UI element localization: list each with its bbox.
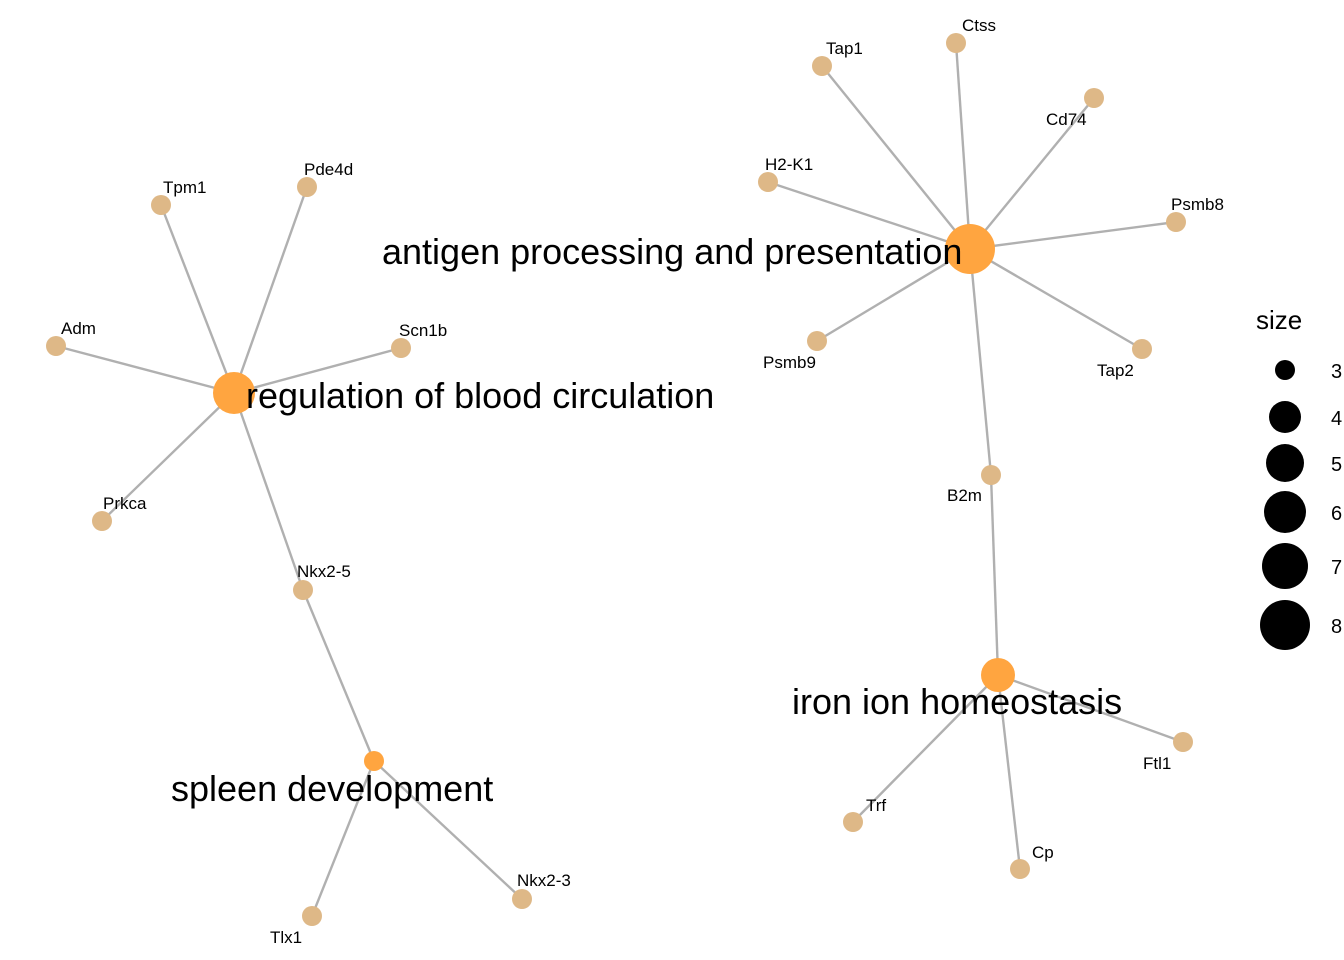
node-cp [1010, 859, 1030, 879]
label-ftl1: Ftl1 [1143, 754, 1171, 773]
label-blood: regulation of blood circulation [246, 375, 714, 416]
edge-blood-scn1b [233, 346, 402, 395]
edge-antigen-h2k1 [767, 180, 971, 251]
edge-antigen-ctss [954, 42, 972, 250]
size-legend: size 3 4 5 6 7 8 [1256, 305, 1342, 650]
label-iron: iron ion homeostasis [792, 681, 1122, 722]
legend-label-3: 3 [1331, 361, 1342, 383]
edge-antigen-tap1 [821, 65, 971, 250]
legend-label-5: 5 [1331, 454, 1342, 476]
label-ctss: Ctss [962, 16, 996, 35]
edge-blood-tpm1 [159, 204, 236, 394]
node-trf [843, 812, 863, 832]
legend-label-7: 7 [1331, 557, 1342, 579]
label-trf: Trf [866, 796, 886, 815]
node-b2m [981, 465, 1001, 485]
legend-dot-5 [1266, 444, 1304, 482]
label-h2k1: H2-K1 [765, 155, 813, 174]
edge-antigen-tap2 [969, 247, 1143, 351]
edge-spleen-nkx25 [301, 589, 376, 762]
edge-iron-b2m [989, 474, 1000, 676]
label-nkx23: Nkx2-3 [517, 871, 571, 890]
edge-iron-ftl1 [997, 673, 1184, 744]
node-spleen [364, 751, 384, 771]
label-antigen: antigen processing and presentation [382, 231, 962, 272]
node-iron [981, 658, 1015, 692]
node-nkx23 [512, 889, 532, 909]
node-nkx25 [293, 580, 313, 600]
edge-blood-prkca [101, 392, 235, 522]
label-cp: Cp [1032, 843, 1054, 862]
legend-dot-6 [1264, 491, 1306, 533]
label-scn1b: Scn1b [399, 321, 447, 340]
label-pde4d: Pde4d [304, 160, 353, 179]
node-psmb9 [807, 331, 827, 351]
label-psmb9: Psmb9 [763, 353, 816, 372]
node-pde4d [297, 177, 317, 197]
node-tap1 [812, 56, 832, 76]
node-antigen [945, 224, 995, 274]
legend-dot-4 [1269, 401, 1301, 433]
category-labels: antigen processing and presentation regu… [171, 231, 1122, 809]
edges [55, 42, 1184, 917]
legend-label-6: 6 [1331, 503, 1342, 525]
label-cd74: Cd74 [1046, 110, 1087, 129]
edge-spleen-nkx23 [373, 760, 523, 900]
legend-title: size [1256, 305, 1302, 335]
label-nkx25: Nkx2-5 [297, 562, 351, 581]
node-h2k1 [758, 172, 778, 192]
edge-blood-nkx25 [232, 392, 305, 591]
legend-dot-7 [1262, 543, 1308, 589]
node-ctss [946, 33, 966, 53]
node-prkca [92, 511, 112, 531]
legend-label-4: 4 [1331, 408, 1342, 430]
edge-antigen-cd74 [969, 97, 1095, 250]
label-tpm1: Tpm1 [163, 178, 206, 197]
edge-antigen-psmb9 [816, 247, 971, 343]
gene-nodes [46, 33, 1193, 926]
node-scn1b [391, 338, 411, 358]
edge-antigen-b2m [968, 248, 993, 476]
node-cd74 [1084, 88, 1104, 108]
label-tap1: Tap1 [826, 39, 863, 58]
node-ftl1 [1173, 732, 1193, 752]
node-tlx1 [302, 906, 322, 926]
node-tap2 [1132, 339, 1152, 359]
edge-spleen-tlx1 [310, 760, 376, 917]
label-psmb8: Psmb8 [1171, 195, 1224, 214]
label-tap2: Tap2 [1097, 361, 1134, 380]
category-nodes [213, 224, 1015, 771]
label-prkca: Prkca [103, 494, 147, 513]
label-b2m: B2m [947, 486, 982, 505]
gene-labels: Tap1 Ctss Cd74 H2-K1 Psmb8 Psmb9 Tap2 B2… [61, 16, 1224, 947]
edge-blood-pde4d [232, 186, 309, 394]
node-tpm1 [151, 195, 171, 215]
edge-iron-cp [996, 674, 1022, 870]
edge-iron-trf [852, 674, 999, 823]
label-adm: Adm [61, 319, 96, 338]
legend-dot-3 [1275, 360, 1295, 380]
legend-label-8: 8 [1331, 616, 1342, 638]
node-adm [46, 336, 66, 356]
edge-antigen-psmb8 [969, 220, 1177, 251]
node-blood [213, 372, 255, 414]
label-spleen: spleen development [171, 768, 493, 809]
label-tlx1: Tlx1 [270, 928, 302, 947]
node-psmb8 [1166, 212, 1186, 232]
legend-dot-8 [1260, 600, 1310, 650]
edge-blood-adm [55, 344, 235, 395]
